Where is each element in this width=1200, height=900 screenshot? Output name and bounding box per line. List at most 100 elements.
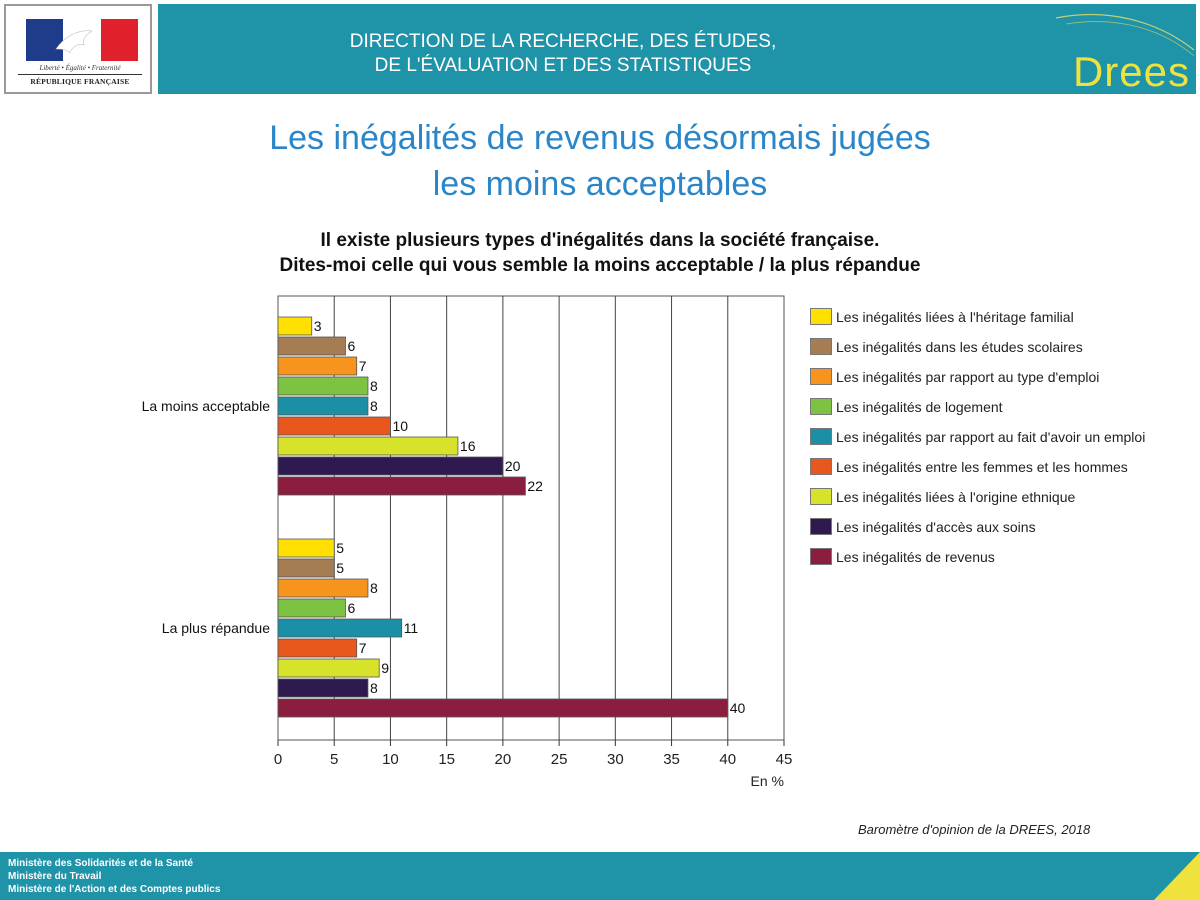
source-note: Baromètre d'opinion de la DREES, 2018	[858, 822, 1091, 837]
bar	[277, 698, 729, 718]
data-label: 6	[347, 338, 355, 354]
category-label: La moins acceptable	[142, 398, 271, 414]
survey-question-line-2: Dites-moi celle qui vous semble la moins…	[279, 255, 921, 276]
legend-item: Les inégalités par rapport au fait d'avo…	[810, 426, 1195, 456]
legend-item: Les inégalités liées à l'héritage famili…	[810, 306, 1195, 336]
bar	[277, 578, 369, 598]
legend-label: Les inégalités d'accès aux soins	[836, 519, 1036, 535]
drees-swoosh-icon	[1055, 13, 1195, 57]
republique-francaise-label: RÉPUBLIQUE FRANÇAISE	[30, 77, 130, 86]
bar	[277, 558, 335, 578]
plot-frame	[277, 295, 785, 741]
bar	[277, 316, 313, 336]
data-label: 5	[336, 540, 344, 556]
legend-swatch	[810, 488, 832, 505]
legend-swatch	[810, 428, 832, 445]
bar	[277, 336, 346, 356]
bar	[277, 436, 459, 456]
legend-swatch	[810, 338, 832, 355]
legend-label: Les inégalités entre les femmes et les h…	[836, 459, 1128, 475]
data-label: 5	[336, 560, 344, 576]
legend-label: Les inégalités liées à l'origine ethniqu…	[836, 489, 1076, 505]
bar	[277, 376, 369, 396]
data-label: 8	[370, 398, 378, 414]
header-line-2: DE L'ÉVALUATION ET DES STATISTIQUES	[374, 55, 752, 76]
data-label: 10	[392, 418, 408, 434]
data-label: 22	[527, 478, 543, 494]
legend-label: Les inégalités par rapport au fait d'avo…	[836, 429, 1146, 445]
x-tick-label: 0	[274, 751, 282, 768]
data-label: 9	[381, 660, 389, 676]
bar	[277, 678, 369, 698]
legend-swatch	[810, 398, 832, 415]
x-tick-label: 20	[495, 751, 512, 768]
x-tick-label: 35	[663, 751, 680, 768]
bar	[277, 658, 380, 678]
data-label: 7	[359, 358, 367, 374]
x-tick-label: 45	[776, 751, 793, 768]
legend-item: Les inégalités liées à l'origine ethniqu…	[810, 486, 1195, 516]
bar	[277, 476, 526, 496]
data-label: 8	[370, 580, 378, 596]
legend-swatch	[810, 368, 832, 385]
bar	[277, 356, 358, 376]
data-label: 8	[370, 378, 378, 394]
footer-line-1: Ministère des Solidarités et de la Santé	[8, 858, 194, 869]
drees-logo: Drees	[1072, 48, 1190, 94]
bar	[277, 538, 335, 558]
legend-item: Les inégalités par rapport au type d'emp…	[810, 366, 1195, 396]
x-tick-label: 5	[330, 751, 338, 768]
header-line-1: DIRECTION DE LA RECHERCHE, DES ÉTUDES,	[349, 31, 777, 52]
survey-question: Il existe plusieurs types d'inégalités d…	[0, 228, 1200, 278]
data-label: 6	[347, 600, 355, 616]
bar	[277, 456, 504, 476]
data-label: 7	[359, 640, 367, 656]
legend-swatch	[810, 518, 832, 535]
footer-line-2: Ministère du Travail	[8, 871, 102, 882]
category-label: La plus répandue	[162, 620, 270, 636]
footer-ministries: Ministère des Solidarités et de la Santé…	[8, 857, 220, 896]
x-tick-label: 15	[438, 751, 455, 768]
data-label: 40	[730, 700, 746, 716]
legend-swatch	[810, 548, 832, 565]
x-tick-label: 10	[382, 751, 399, 768]
x-tick-label: 30	[607, 751, 624, 768]
legend-label: Les inégalités de revenus	[836, 549, 995, 565]
footer-line-3: Ministère de l'Action et des Comptes pub…	[8, 884, 221, 895]
data-label: 3	[314, 318, 322, 334]
data-label: 20	[505, 458, 521, 474]
page-title-line-2: les moins acceptables	[432, 165, 768, 203]
legend-label: Les inégalités de logement	[836, 399, 1003, 415]
legend-label: Les inégalités liées à l'héritage famili…	[836, 309, 1074, 325]
data-label: 8	[370, 680, 378, 696]
legend-item: Les inégalités de revenus	[810, 546, 1195, 576]
x-tick-label: 40	[719, 751, 736, 768]
french-flag-icon	[26, 19, 138, 61]
legend-item: Les inégalités entre les femmes et les h…	[810, 456, 1195, 486]
survey-question-line-1: Il existe plusieurs types d'inégalités d…	[320, 230, 880, 251]
legend-swatch	[810, 308, 832, 325]
data-label: 11	[404, 620, 419, 636]
x-axis-label: En %	[751, 773, 784, 789]
x-tick-label: 25	[551, 751, 568, 768]
header-direction-title: DIRECTION DE LA RECHERCHE, DES ÉTUDES, D…	[298, 30, 828, 78]
bar	[277, 598, 346, 618]
bar	[277, 638, 358, 658]
republic-motto: Liberté • Égalité • Fraternité	[39, 64, 121, 72]
page-title: Les inégalités de revenus désormais jugé…	[0, 115, 1200, 207]
legend-item: Les inégalités d'accès aux soins	[810, 516, 1195, 546]
header-band: DIRECTION DE LA RECHERCHE, DES ÉTUDES, D…	[158, 4, 1196, 94]
bar	[277, 416, 391, 436]
data-label: 16	[460, 438, 476, 454]
legend-item: Les inégalités dans les études scolaires	[810, 336, 1195, 366]
footer-band: Ministère des Solidarités et de la Santé…	[0, 852, 1200, 900]
chart-legend: Les inégalités liées à l'héritage famili…	[810, 306, 1195, 576]
bar	[277, 618, 403, 638]
legend-swatch	[810, 458, 832, 475]
legend-label: Les inégalités par rapport au type d'emp…	[836, 369, 1100, 385]
legend-label: Les inégalités dans les études scolaires	[836, 339, 1083, 355]
footer-corner-icon	[1154, 852, 1200, 900]
legend-item: Les inégalités de logement	[810, 396, 1195, 426]
bar	[277, 396, 369, 416]
